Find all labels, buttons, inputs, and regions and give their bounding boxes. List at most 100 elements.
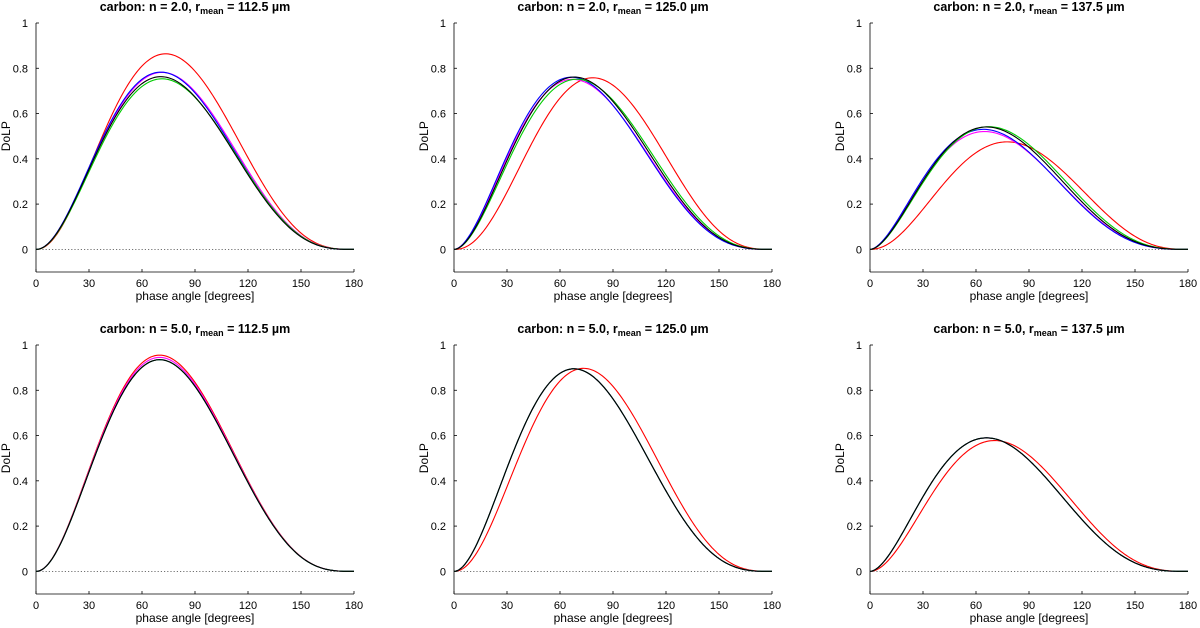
x-tick-label: 30: [501, 278, 513, 290]
chart-panel-4: carbon: n = 5.0, rmean = 112.5 µm 0 0.2 0.4…: [0, 322, 363, 625]
y-tick-label: 0.2: [13, 521, 28, 533]
x-tick-label: 90: [189, 278, 201, 290]
x-tick-label: 180: [1179, 278, 1197, 290]
x-tick-label: 150: [1126, 278, 1144, 290]
x-tick-label: 30: [501, 600, 513, 612]
y-tick-label: 0.4: [13, 154, 28, 166]
x-tick-label: 150: [292, 278, 310, 290]
chart-title-subscript: mean: [1034, 6, 1058, 16]
series-line-magenta: [869, 437, 1188, 572]
y-tick-label: 0.4: [847, 154, 862, 166]
y-axis-label: DoLP: [833, 121, 847, 151]
chart-panel-6: carbon: n = 5.0, rmean = 137.5 µm 0 0.2 0.4…: [833, 322, 1197, 625]
y-tick-label: 0: [440, 566, 446, 578]
series-line-green: [869, 126, 1188, 250]
y-tick-label: 0.6: [13, 431, 28, 443]
x-tick-label: 60: [554, 600, 566, 612]
y-axis-label: DoLP: [0, 443, 13, 473]
y-tick-label: 0.2: [847, 199, 862, 211]
chart-title-main: carbon: n = 5.0, r: [100, 322, 201, 336]
chart-title: carbon: n = 5.0, rmean = 125.0 µm: [517, 322, 708, 338]
x-tick-label: 120: [657, 278, 675, 290]
chart-title-subscript: mean: [200, 6, 224, 16]
x-tick-label: 0: [867, 600, 873, 612]
series-line-blue: [869, 128, 1188, 250]
x-tick-label: 60: [970, 600, 982, 612]
x-tick-label: 120: [239, 600, 257, 612]
x-tick-label: 90: [1023, 600, 1035, 612]
y-tick-label: 0: [440, 244, 446, 256]
series-line-green: [869, 437, 1188, 572]
y-tick-label: 0.6: [431, 109, 446, 121]
y-tick-label: 0.8: [847, 63, 862, 75]
x-tick-label: 150: [710, 600, 728, 612]
chart-title-subscript: mean: [618, 6, 642, 16]
x-tick-label: 90: [1023, 278, 1035, 290]
series-line-green: [35, 78, 354, 250]
series-line-blue: [35, 359, 354, 572]
series-line-black: [453, 368, 772, 572]
y-tick-label: 0.2: [847, 521, 862, 533]
series-line-black: [453, 76, 772, 250]
chart-title: carbon: n = 2.0, rmean = 137.5 µm: [933, 0, 1124, 16]
y-tick-label: 0.6: [847, 431, 862, 443]
chart-title: carbon: n = 5.0, rmean = 112.5 µm: [100, 322, 291, 338]
y-tick-label: 1: [856, 340, 862, 352]
y-tick-label: 0: [22, 566, 28, 578]
x-tick-label: 120: [1073, 600, 1091, 612]
series-line-red: [35, 53, 354, 250]
chart-title-main: carbon: n = 5.0, r: [933, 322, 1034, 336]
series-line-green: [35, 359, 354, 572]
x-tick-label: 30: [917, 600, 929, 612]
x-axis-label: phase angle [degrees]: [554, 289, 673, 303]
y-tick-label: 0.8: [847, 385, 862, 397]
x-tick-label: 90: [607, 278, 619, 290]
y-tick-label: 0.6: [13, 109, 28, 121]
y-tick-label: 0: [22, 244, 28, 256]
chart-title-tail: = 125.0 µm: [641, 0, 708, 14]
x-tick-label: 180: [763, 600, 781, 612]
y-tick-label: 1: [440, 18, 446, 30]
y-tick-label: 0.2: [431, 521, 446, 533]
x-tick-label: 0: [867, 278, 873, 290]
chart-panel-5: carbon: n = 5.0, rmean = 125.0 µm 0 0.2 0.4…: [417, 322, 781, 625]
series-line-black: [35, 359, 354, 572]
chart-title-subscript: mean: [618, 328, 642, 338]
series-line-red: [869, 439, 1188, 572]
chart-title: carbon: n = 2.0, rmean = 125.0 µm: [517, 0, 708, 16]
chart-panel-1: carbon: n = 2.0, rmean = 112.5 µm 0 0.2 0.4…: [0, 0, 363, 303]
series-line-green: [453, 78, 772, 250]
y-tick-label: 0.4: [847, 476, 862, 488]
y-axis-label: DoLP: [0, 121, 13, 151]
y-tick-label: 1: [22, 340, 28, 352]
y-tick-label: 0.8: [13, 385, 28, 397]
y-axis-label: DoLP: [417, 443, 431, 473]
y-tick-label: 1: [22, 18, 28, 30]
series-line-magenta: [35, 356, 354, 572]
x-tick-label: 150: [710, 278, 728, 290]
chart-panel-3: carbon: n = 2.0, rmean = 137.5 µm 0 0.2 0.4…: [833, 0, 1197, 303]
chart-title-tail: = 112.5 µm: [224, 322, 291, 336]
x-axis-label: phase angle [degrees]: [136, 289, 255, 303]
x-tick-label: 150: [292, 600, 310, 612]
series-line-blue: [35, 71, 354, 250]
chart-panel-2: carbon: n = 2.0, rmean = 125.0 µm 0 0.2 0.4…: [417, 0, 781, 303]
x-tick-label: 120: [239, 278, 257, 290]
x-tick-label: 60: [970, 278, 982, 290]
x-axis-label: phase angle [degrees]: [554, 611, 673, 625]
x-tick-label: 180: [1179, 600, 1197, 612]
y-tick-label: 0.4: [13, 476, 28, 488]
series-line-black: [869, 437, 1188, 572]
y-axis-label: DoLP: [833, 443, 847, 473]
chart-title: carbon: n = 2.0, rmean = 112.5 µm: [100, 0, 291, 16]
series-line-red: [35, 354, 354, 572]
x-axis-label: phase angle [degrees]: [970, 611, 1089, 625]
series-line-red: [453, 77, 772, 250]
x-tick-label: 0: [451, 600, 457, 612]
x-tick-label: 120: [1073, 278, 1091, 290]
chart-title-main: carbon: n = 2.0, r: [933, 0, 1034, 14]
y-axis-label: DoLP: [417, 121, 431, 151]
y-tick-label: 1: [856, 18, 862, 30]
x-tick-label: 120: [657, 600, 675, 612]
y-tick-label: 0.6: [847, 109, 862, 121]
